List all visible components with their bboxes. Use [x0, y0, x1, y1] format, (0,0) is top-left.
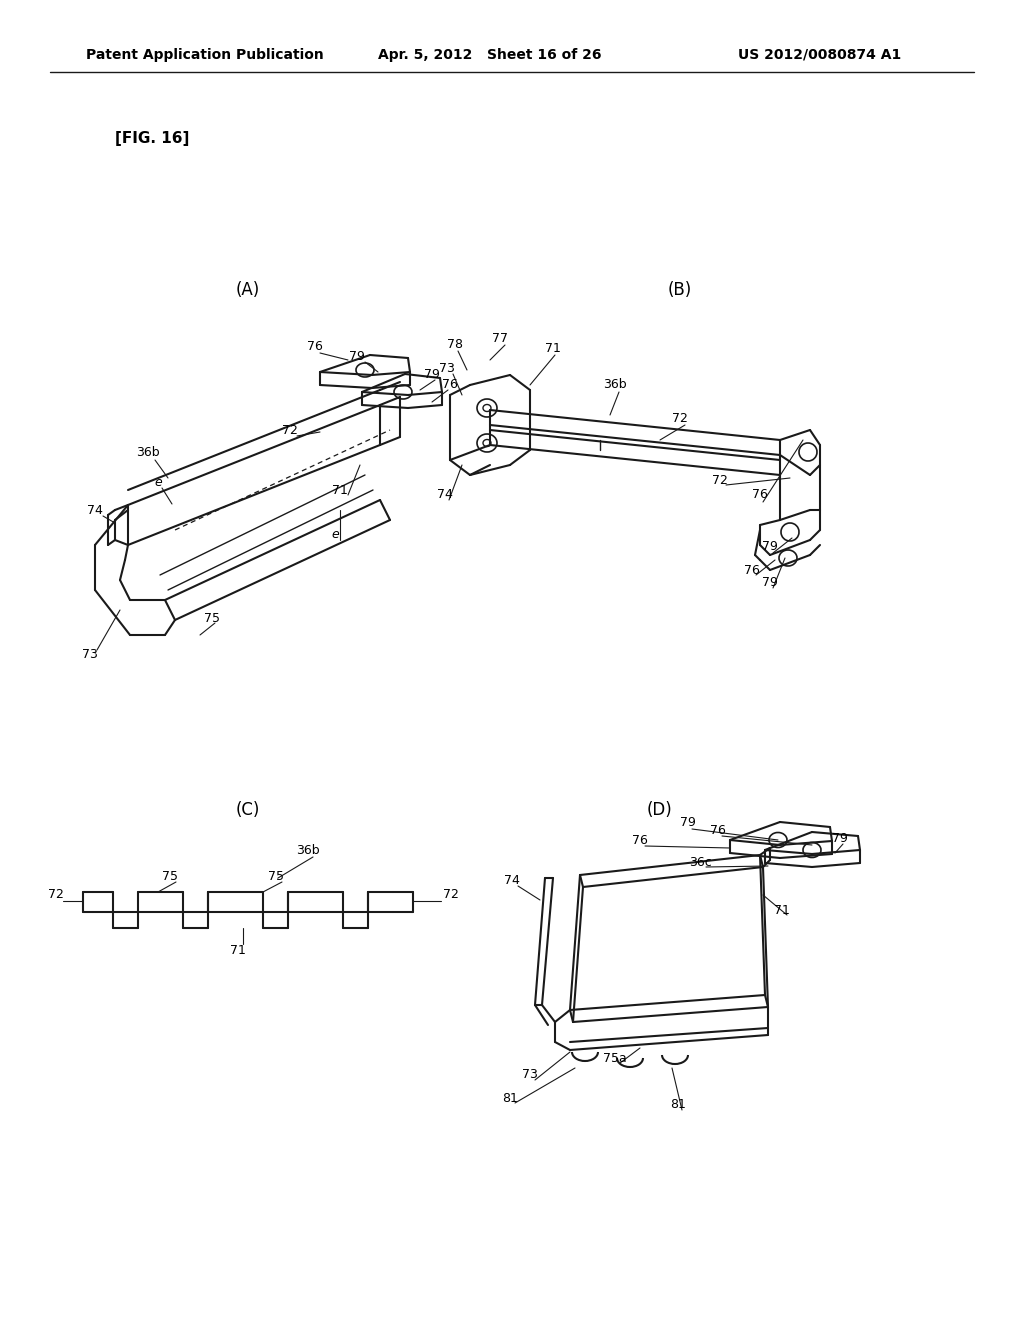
Text: 81: 81	[502, 1092, 518, 1105]
Text: 72: 72	[672, 412, 688, 425]
Text: 73: 73	[439, 362, 455, 375]
Text: 71: 71	[230, 944, 246, 957]
Text: 72: 72	[443, 888, 459, 902]
Text: 76: 76	[632, 833, 648, 846]
Text: 73: 73	[522, 1068, 538, 1081]
Text: 75: 75	[268, 870, 284, 883]
Text: 71: 71	[774, 903, 790, 916]
Text: 75: 75	[162, 870, 178, 883]
Text: US 2012/0080874 A1: US 2012/0080874 A1	[738, 48, 901, 62]
Text: 75a: 75a	[603, 1052, 627, 1064]
Text: 36b: 36b	[603, 379, 627, 392]
Text: 76: 76	[752, 488, 768, 502]
Text: (A): (A)	[236, 281, 260, 300]
Text: (D): (D)	[647, 801, 673, 818]
Text: Apr. 5, 2012   Sheet 16 of 26: Apr. 5, 2012 Sheet 16 of 26	[378, 48, 602, 62]
Text: 75: 75	[204, 611, 220, 624]
Text: 72: 72	[48, 888, 63, 902]
Text: e: e	[155, 477, 162, 490]
Text: 81: 81	[670, 1098, 686, 1111]
Text: 72: 72	[282, 424, 298, 437]
Text: 79: 79	[833, 832, 848, 845]
Text: 79: 79	[762, 540, 778, 553]
Text: e: e	[331, 528, 339, 541]
Text: 79: 79	[424, 367, 440, 380]
Text: (B): (B)	[668, 281, 692, 300]
Text: 71: 71	[545, 342, 561, 355]
Text: 78: 78	[447, 338, 463, 351]
Text: 79: 79	[680, 817, 696, 829]
Text: 74: 74	[504, 874, 520, 887]
Text: 36b: 36b	[296, 843, 319, 857]
Text: 36c: 36c	[688, 855, 712, 869]
Text: 71: 71	[332, 483, 348, 496]
Text: 79: 79	[349, 351, 365, 363]
Text: 76: 76	[710, 824, 726, 837]
Text: 74: 74	[87, 503, 103, 516]
Text: 76: 76	[442, 379, 458, 392]
Text: 76: 76	[307, 341, 323, 354]
Text: 77: 77	[492, 331, 508, 345]
Text: Patent Application Publication: Patent Application Publication	[86, 48, 324, 62]
Text: 36b: 36b	[136, 446, 160, 459]
Text: 76: 76	[744, 564, 760, 577]
Text: 74: 74	[437, 488, 453, 502]
Text: 72: 72	[712, 474, 728, 487]
Text: [FIG. 16]: [FIG. 16]	[115, 131, 189, 145]
Text: 73: 73	[82, 648, 98, 661]
Text: 79: 79	[762, 577, 778, 590]
Text: (C): (C)	[236, 801, 260, 818]
